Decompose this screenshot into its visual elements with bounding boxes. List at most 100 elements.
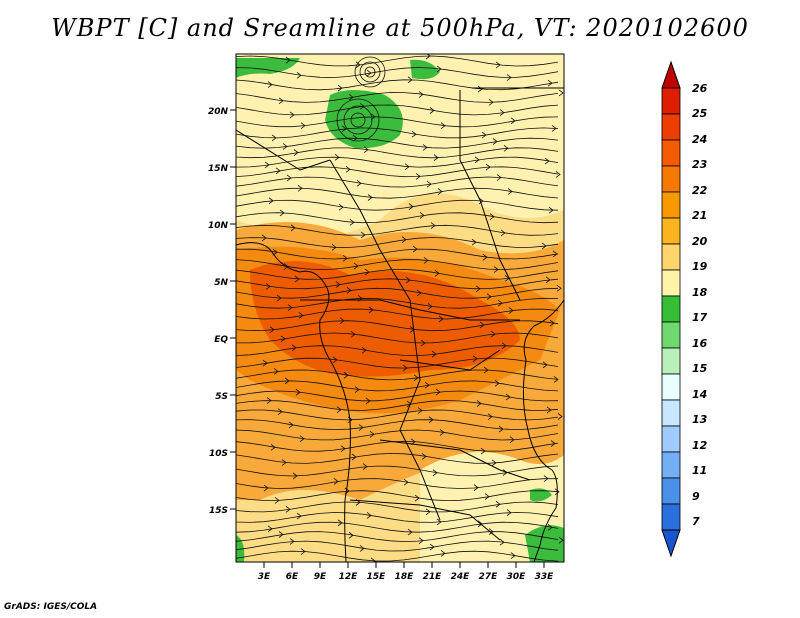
streamline (236, 176, 559, 188)
streamline (236, 248, 559, 260)
streamline-arrow (490, 330, 496, 338)
lon-label: 12E (339, 572, 359, 582)
streamline-arrow (500, 229, 506, 237)
streamline-arrow (421, 453, 427, 460)
streamline (236, 452, 559, 464)
streamline-arrow (420, 339, 426, 347)
streamline-arrow (506, 509, 512, 516)
streamline-arrow (555, 171, 561, 178)
colorbar-labels: 26 25 24 23 22 21 20 19 18 17 16 15 14 1… (692, 82, 708, 528)
streamline (236, 104, 559, 116)
streamline-arrow (404, 163, 410, 171)
streamline-arrow (431, 350, 437, 358)
streamline-arrow (283, 263, 289, 270)
border-5 (349, 499, 501, 541)
colorbar (661, 60, 681, 558)
streamline-arrow (558, 536, 564, 544)
streamline-arrow (334, 154, 340, 161)
streamline-arrow (275, 167, 281, 175)
streamline-arrow (427, 303, 433, 310)
streamlines (236, 54, 564, 562)
field-green-spot-e (530, 488, 552, 502)
streamline-arrow (484, 493, 490, 500)
streamline-arrow (434, 270, 440, 277)
streamline-arrow (418, 91, 424, 98)
field-green-north (325, 90, 403, 149)
streamline-arrow (348, 531, 354, 539)
streamline-arrow (544, 157, 550, 165)
streamline-arrow (503, 144, 509, 152)
streamline-arrow (543, 475, 549, 482)
streamline-arrow (296, 72, 302, 79)
lon-label: 15E (367, 572, 387, 582)
streamline-arrow (286, 174, 292, 182)
streamline-arrow (510, 117, 516, 125)
streamline-arrow (339, 317, 345, 325)
streamline (236, 512, 559, 523)
streamline-arrow (406, 400, 412, 408)
lon-label: 24E (451, 572, 471, 582)
streamline-arrow (266, 397, 272, 404)
colorbar-bottom-arrow (661, 529, 681, 558)
streamline-arrow (300, 548, 306, 555)
lat-label: 5S (215, 392, 228, 402)
streamline (236, 137, 559, 149)
streamline-arrow (499, 538, 505, 546)
colorbar-label: 25 (692, 107, 708, 120)
streamline-arrow (292, 472, 298, 480)
field-green-sw (236, 535, 245, 562)
lon-label: 30E (507, 572, 527, 582)
streamline-arrow (261, 234, 267, 242)
streamline-arrow (507, 188, 513, 195)
streamline (236, 521, 559, 533)
streamline (236, 278, 559, 290)
streamline-arrow (411, 130, 417, 138)
colorbar-label: 21 (692, 209, 707, 222)
streamline-arrow (355, 61, 361, 69)
streamline-arrow (402, 364, 408, 372)
streamline-arrow (479, 321, 485, 329)
colorbar-cell (661, 217, 681, 245)
streamline-arrow (474, 156, 480, 164)
streamline (236, 224, 559, 236)
streamline (236, 116, 559, 128)
lon-label: 6E (286, 572, 299, 582)
streamline-arrow (290, 224, 296, 232)
streamline-arrow (475, 285, 481, 293)
streamline-arrow (548, 206, 554, 214)
streamline-arrow (547, 79, 553, 87)
streamline-arrow (546, 406, 552, 414)
streamline-arrow (422, 144, 428, 151)
colorbar-cell (661, 139, 681, 167)
streamline (236, 92, 559, 103)
streamline-arrow (369, 430, 375, 438)
streamline-arrow (430, 222, 436, 229)
colorbar-label: 20 (692, 235, 708, 248)
colorbar-label: 9 (692, 490, 700, 503)
streamline-arrow (551, 125, 557, 132)
colorbar-label: 26 (692, 82, 708, 95)
streamline-arrow (553, 376, 559, 383)
streamline-arrow (285, 56, 291, 64)
streamline-arrow (272, 248, 278, 256)
streamline (236, 429, 559, 441)
streamline-arrow (407, 528, 413, 536)
streamline-arrow (542, 361, 548, 369)
colorbar-label: 16 (692, 337, 708, 350)
lat-label: 5N (214, 278, 228, 288)
streamline (236, 287, 559, 299)
streamline-arrow (287, 304, 293, 311)
streamline-arrow (505, 393, 511, 401)
coastline-west (236, 242, 351, 562)
streamline-arrow (433, 154, 439, 161)
streamline-arrow (366, 69, 372, 77)
border-3 (300, 299, 520, 321)
streamline-arrow (297, 184, 303, 192)
streamline-arrow (335, 281, 341, 288)
streamline-arrow (332, 356, 338, 364)
streamline (236, 390, 559, 402)
field-green-ne (410, 59, 440, 80)
streamline-arrow (354, 386, 360, 393)
streamline-arrow (473, 484, 479, 491)
streamline-arrow (346, 287, 352, 294)
